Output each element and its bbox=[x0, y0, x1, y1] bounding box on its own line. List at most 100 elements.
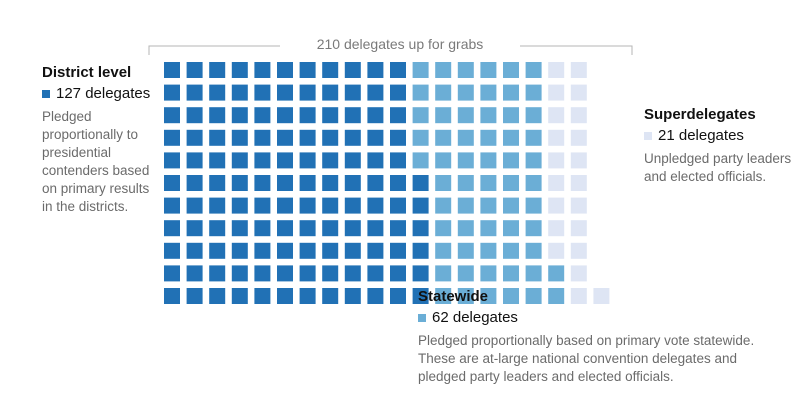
statewide-delegate-cell bbox=[412, 107, 429, 124]
statewide-delegate-cell bbox=[480, 197, 497, 214]
superdelegates-delegate-cell bbox=[570, 129, 587, 146]
district-delegate-cell bbox=[209, 84, 226, 101]
district-delegate-cell bbox=[164, 288, 180, 304]
statewide-delegate-cell bbox=[503, 62, 519, 78]
district-delegate-cell bbox=[209, 197, 226, 214]
district-swatch bbox=[42, 89, 50, 98]
district-delegate-cell bbox=[209, 107, 226, 124]
statewide-description: Pledged proportionally based on primary … bbox=[418, 333, 755, 384]
district-delegate-cell bbox=[277, 175, 293, 191]
district-delegate-cell bbox=[367, 242, 384, 259]
district-delegate-cell bbox=[209, 288, 226, 304]
district-delegate-cell bbox=[299, 107, 316, 124]
district-delegate-cell bbox=[322, 107, 339, 124]
statewide-delegate-cell bbox=[435, 288, 452, 304]
district-delegate-cell bbox=[164, 175, 180, 191]
district-delegate-cell bbox=[231, 152, 248, 169]
district-delegate-cell bbox=[277, 197, 293, 214]
waffle-cells bbox=[164, 62, 610, 304]
statewide-delegate-cell bbox=[480, 152, 497, 169]
district-delegate-cell bbox=[367, 107, 384, 124]
district-delegate-cell bbox=[186, 175, 203, 191]
district-delegate-cell bbox=[164, 242, 180, 259]
district-delegate-cell bbox=[344, 152, 361, 169]
superdelegates-delegate-cell bbox=[548, 220, 565, 237]
district-delegate-cell bbox=[367, 84, 384, 101]
district-delegate-cell bbox=[412, 288, 429, 304]
legend-superdelegates: Superdelegates 21 delegates Unpledged pa… bbox=[644, 106, 794, 186]
district-description: Pledged proportionally to presidential c… bbox=[42, 109, 150, 214]
district-delegate-cell bbox=[390, 220, 406, 237]
statewide-delegate-cell bbox=[480, 242, 497, 259]
chart-title: 210 delegates up for grabs bbox=[280, 36, 520, 52]
district-delegate-cell bbox=[164, 84, 180, 101]
district-delegate-cell bbox=[367, 265, 384, 282]
statewide-delegate-cell bbox=[480, 62, 497, 78]
district-count-row: 127 delegates bbox=[42, 85, 160, 102]
district-delegate-cell bbox=[367, 129, 384, 146]
statewide-delegate-cell bbox=[503, 197, 519, 214]
district-delegate-cell bbox=[277, 62, 293, 78]
district-delegate-cell bbox=[231, 129, 248, 146]
district-delegate-cell bbox=[322, 62, 339, 78]
statewide-delegate-cell bbox=[525, 84, 542, 101]
district-delegate-cell bbox=[322, 129, 339, 146]
statewide-delegate-cell bbox=[503, 107, 519, 124]
statewide-delegate-cell bbox=[457, 242, 474, 259]
district-delegate-cell bbox=[164, 107, 180, 124]
district-delegate-cell bbox=[209, 152, 226, 169]
district-delegate-cell bbox=[412, 220, 429, 237]
district-delegate-cell bbox=[231, 197, 248, 214]
superdelegates-count: 21 delegates bbox=[658, 127, 744, 144]
district-delegate-cell bbox=[322, 288, 339, 304]
district-delegate-cell bbox=[390, 242, 406, 259]
district-delegate-cell bbox=[254, 84, 271, 101]
district-delegate-cell bbox=[231, 242, 248, 259]
statewide-delegate-cell bbox=[435, 197, 452, 214]
statewide-delegate-cell bbox=[457, 220, 474, 237]
district-delegate-cell bbox=[209, 242, 226, 259]
district-delegate-cell bbox=[322, 197, 339, 214]
statewide-title: Statewide bbox=[418, 288, 489, 305]
district-delegate-cell bbox=[390, 152, 406, 169]
district-delegate-cell bbox=[231, 265, 248, 282]
statewide-delegate-cell bbox=[412, 84, 429, 101]
district-delegate-cell bbox=[412, 242, 429, 259]
statewide-delegate-cell bbox=[503, 129, 519, 146]
superdelegates-delegate-cell bbox=[570, 220, 587, 237]
statewide-delegate-cell bbox=[525, 152, 542, 169]
statewide-count: 62 delegates bbox=[432, 309, 518, 326]
district-delegate-cell bbox=[344, 129, 361, 146]
district-delegate-cell bbox=[299, 129, 316, 146]
district-delegate-cell bbox=[322, 220, 339, 237]
district-delegate-cell bbox=[299, 62, 316, 78]
statewide-delegate-cell bbox=[480, 107, 497, 124]
district-delegate-cell bbox=[390, 197, 406, 214]
district-delegate-cell bbox=[231, 107, 248, 124]
district-delegate-cell bbox=[277, 152, 293, 169]
district-delegate-cell bbox=[344, 265, 361, 282]
district-delegate-cell bbox=[164, 62, 180, 78]
district-delegate-cell bbox=[367, 62, 384, 78]
statewide-delegate-cell bbox=[548, 265, 565, 282]
district-delegate-cell bbox=[254, 175, 271, 191]
district-delegate-cell bbox=[231, 288, 248, 304]
statewide-delegate-cell bbox=[457, 265, 474, 282]
district-delegate-cell bbox=[231, 84, 248, 101]
district-delegate-cell bbox=[254, 288, 271, 304]
district-delegate-cell bbox=[367, 220, 384, 237]
statewide-swatch bbox=[418, 313, 426, 322]
statewide-delegate-cell bbox=[457, 197, 474, 214]
district-delegate-cell bbox=[254, 242, 271, 259]
district-delegate-cell bbox=[299, 265, 316, 282]
superdelegates-delegate-cell bbox=[548, 175, 565, 191]
statewide-delegate-cell bbox=[525, 62, 542, 78]
statewide-delegate-cell bbox=[457, 288, 474, 304]
district-delegate-cell bbox=[254, 62, 271, 78]
statewide-delegate-cell bbox=[412, 62, 429, 78]
statewide-delegate-cell bbox=[480, 220, 497, 237]
superdelegates-delegate-cell bbox=[548, 152, 565, 169]
superdelegates-delegate-cell bbox=[570, 107, 587, 124]
district-delegate-cell bbox=[254, 197, 271, 214]
district-delegate-cell bbox=[412, 175, 429, 191]
